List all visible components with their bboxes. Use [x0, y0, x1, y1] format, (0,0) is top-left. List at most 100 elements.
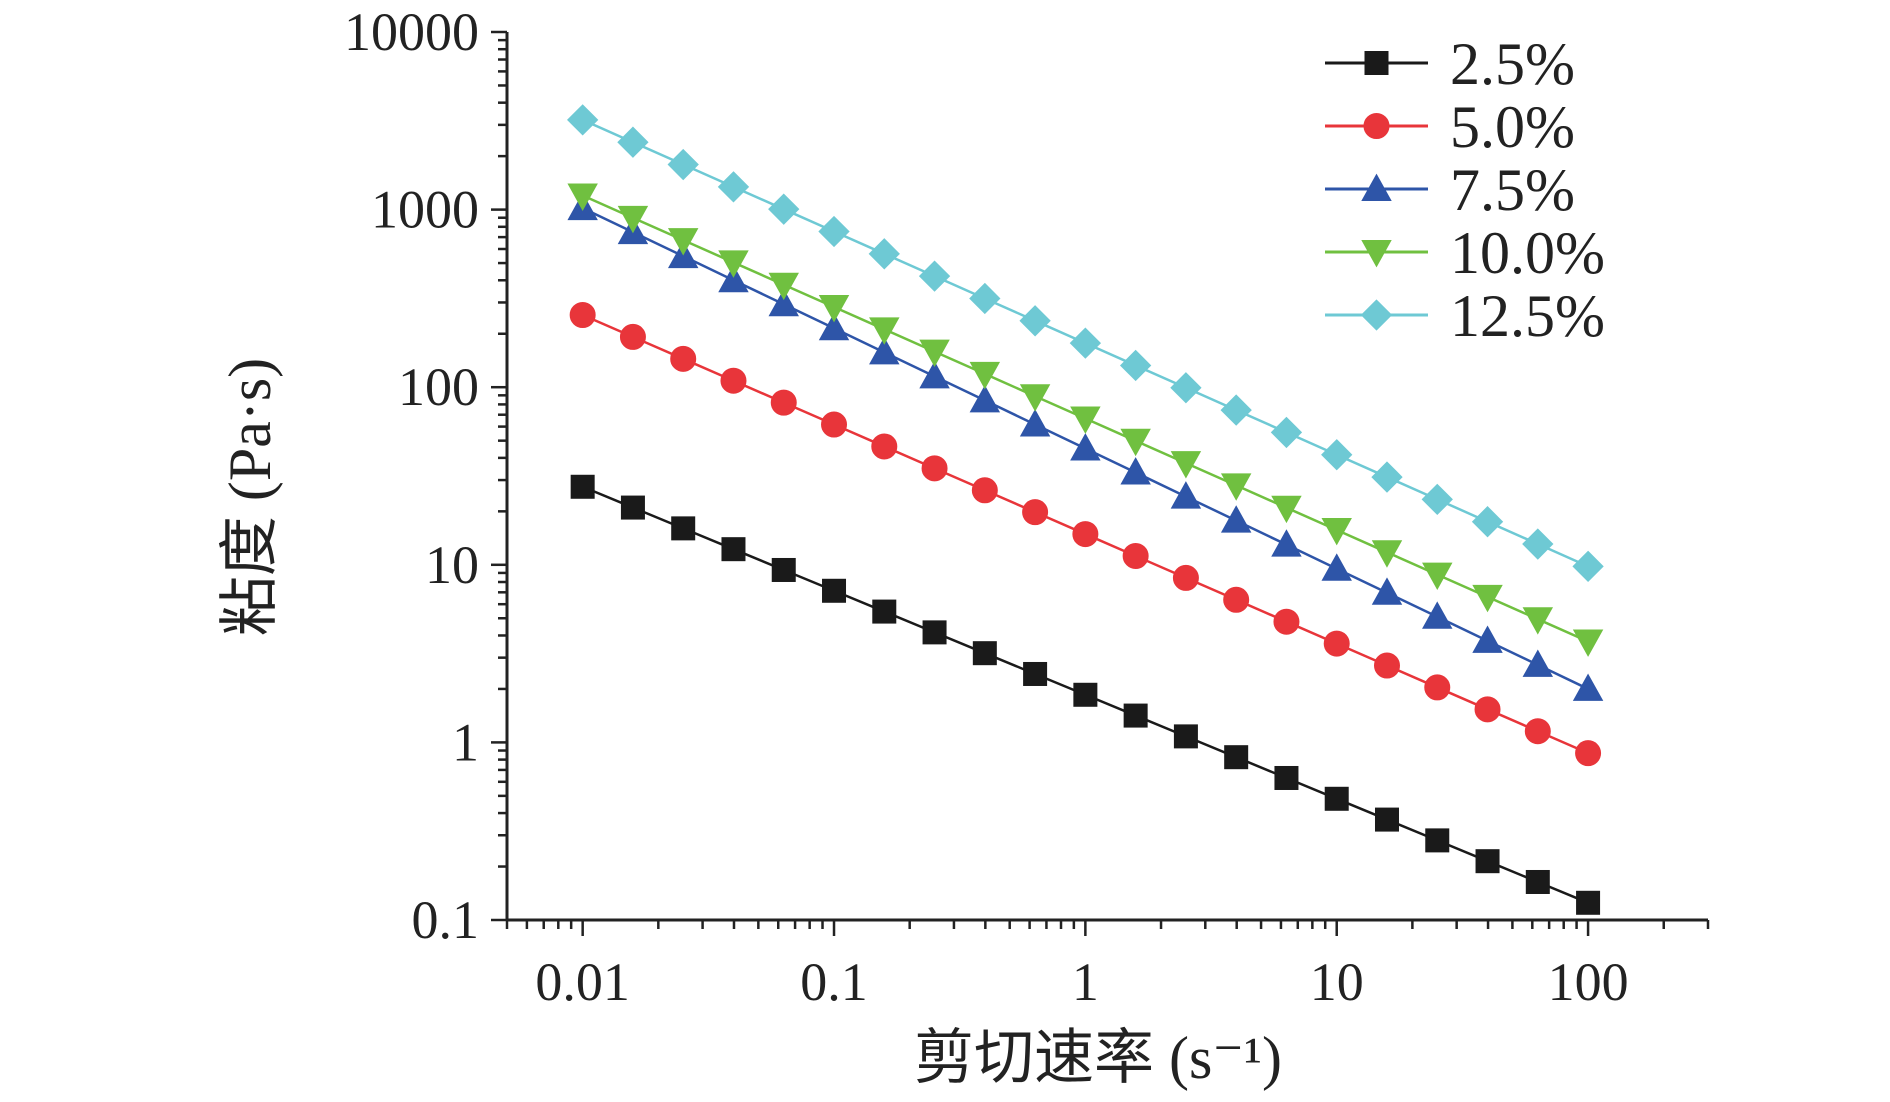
legend-marker	[1360, 299, 1393, 331]
data-point	[1321, 517, 1352, 546]
y-tick-label: 10000	[344, 2, 479, 62]
data-point	[567, 104, 599, 136]
legend-entry: 12.5%	[1325, 283, 1605, 349]
data-point	[1073, 682, 1098, 707]
data-point	[822, 578, 847, 603]
x-tick-label: 0.01	[535, 952, 630, 1012]
data-point	[869, 317, 900, 345]
data-point	[1070, 433, 1101, 461]
data-point	[1220, 505, 1252, 533]
data-point	[768, 272, 799, 301]
legend-label: 12.5%	[1450, 283, 1605, 349]
series-12.5%	[567, 104, 1604, 583]
data-point	[1172, 564, 1199, 591]
legend-label: 5.0%	[1450, 94, 1575, 160]
series-7.5%	[567, 192, 1604, 701]
legend-label: 7.5%	[1450, 157, 1575, 223]
data-point	[1374, 807, 1399, 832]
data-point	[1270, 416, 1303, 449]
data-point	[667, 148, 699, 181]
data-point	[1472, 625, 1503, 653]
data-point	[1120, 428, 1151, 457]
data-point	[617, 205, 649, 234]
data-point	[1471, 506, 1504, 538]
legend-marker	[1363, 113, 1390, 139]
data-point	[1173, 724, 1198, 749]
data-point	[1123, 703, 1148, 728]
data-point	[818, 312, 850, 341]
data-point	[771, 557, 796, 582]
data-point	[1572, 673, 1604, 701]
data-point	[671, 516, 696, 541]
data-point	[919, 339, 950, 368]
data-point	[570, 474, 595, 499]
data-point	[567, 183, 598, 211]
x-axis-title: 剪切速率 (s⁻¹)	[914, 1025, 1282, 1091]
data-point	[721, 537, 746, 562]
data-point	[720, 367, 747, 394]
x-tick-label: 1	[1072, 952, 1099, 1012]
legend-label: 10.0%	[1450, 220, 1605, 286]
legend-label: 2.5%	[1450, 31, 1575, 97]
data-point	[1475, 849, 1500, 874]
data-point	[1474, 696, 1501, 723]
data-point	[872, 599, 897, 624]
data-point	[1422, 601, 1453, 629]
data-point	[1522, 649, 1554, 677]
y-axis-title: 粘度 (Pa·s)	[217, 358, 283, 636]
series-2.5%	[570, 474, 1601, 915]
data-point	[1524, 718, 1551, 745]
series-10.0%	[567, 183, 1604, 657]
data-point	[1371, 540, 1403, 568]
data-point	[1576, 890, 1601, 915]
data-point	[969, 361, 1001, 390]
y-tick-label: 1000	[371, 180, 479, 240]
y-tick-label: 1	[452, 712, 479, 772]
legend: 2.5%5.0%7.5%10.0%12.5%	[1325, 31, 1605, 349]
data-point	[1069, 327, 1102, 359]
data-point	[667, 228, 699, 256]
data-point	[670, 345, 697, 372]
data-point	[1019, 384, 1051, 412]
data-point	[1022, 499, 1049, 526]
data-point	[717, 171, 750, 203]
data-point	[1525, 869, 1550, 894]
series-5.0%	[569, 301, 1602, 767]
data-point	[569, 301, 596, 328]
data-point	[617, 126, 649, 158]
data-point	[1324, 786, 1349, 811]
data-point	[1321, 439, 1353, 471]
legend-marker	[1361, 173, 1392, 201]
data-point	[1472, 584, 1503, 613]
data-point	[1572, 550, 1604, 583]
x-tick-label: 0.1	[800, 952, 868, 1012]
data-point	[1271, 529, 1302, 557]
legend-entry: 10.0%	[1325, 220, 1605, 286]
y-tick-label: 10	[425, 535, 479, 595]
data-point	[1373, 652, 1400, 679]
data-point	[1119, 349, 1152, 382]
data-point	[1424, 674, 1451, 701]
data-point	[1122, 542, 1149, 569]
data-point	[818, 295, 850, 323]
data-point	[919, 360, 950, 389]
data-point	[619, 323, 646, 350]
legend-marker	[1361, 240, 1392, 268]
data-point	[1422, 562, 1453, 590]
x-tick-label: 100	[1548, 952, 1629, 1012]
data-point	[718, 250, 749, 278]
data-point	[1170, 481, 1202, 509]
data-point	[768, 193, 800, 225]
data-point	[1170, 372, 1202, 404]
data-point	[768, 288, 799, 317]
data-point	[1522, 607, 1554, 635]
data-point	[770, 389, 797, 416]
data-point	[1271, 495, 1302, 524]
data-point	[869, 336, 900, 365]
data-point	[1019, 305, 1051, 337]
axes: 0.01 0.1 1 10 100 0.1 1 10 100 1000 10000	[344, 2, 1710, 1012]
data-point	[1323, 630, 1350, 657]
data-point	[868, 238, 900, 270]
data-point	[1371, 461, 1403, 493]
